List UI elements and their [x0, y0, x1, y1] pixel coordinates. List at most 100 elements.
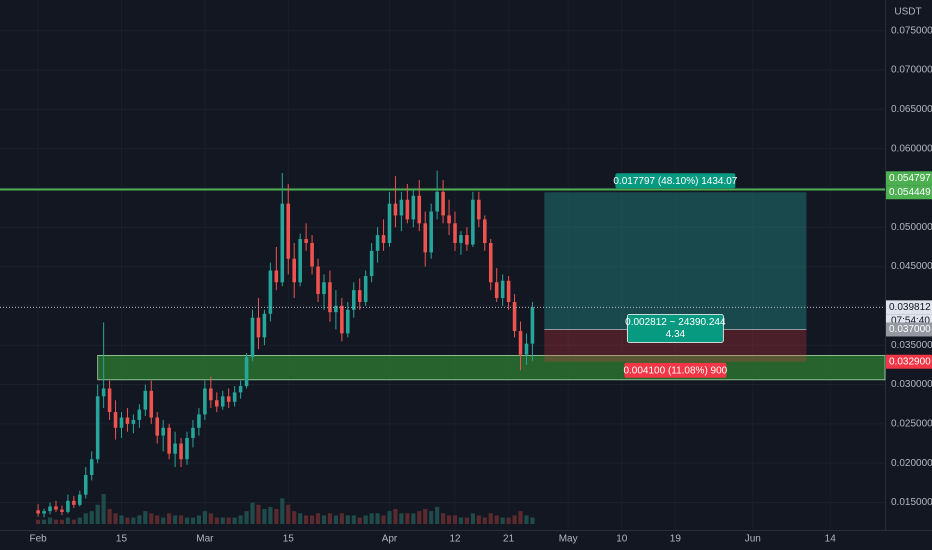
volume-bar — [309, 515, 315, 524]
x-tick-label: 12 — [449, 534, 461, 545]
volume-bar — [125, 517, 130, 524]
volume-bar — [83, 513, 88, 524]
x-tick-label: 15 — [283, 534, 295, 545]
volume-bar — [357, 517, 362, 524]
volume-bar — [452, 515, 458, 524]
candle-body — [471, 199, 475, 245]
volume-bar — [244, 511, 249, 524]
volume-bar — [59, 519, 65, 524]
price-tag-box — [886, 171, 932, 186]
y-tick-label: 0.065000 — [891, 104, 932, 115]
candle-body — [119, 417, 124, 428]
candle-body — [161, 427, 165, 436]
volume-bar — [65, 517, 70, 524]
x-tick-label: 21 — [503, 534, 515, 545]
volume-bar — [71, 519, 76, 524]
candle-body — [54, 506, 58, 510]
volume-bar — [89, 511, 94, 524]
volume-bar — [488, 513, 493, 524]
candle-body — [66, 500, 70, 512]
profit-zone — [544, 192, 807, 330]
y-tick-label: 0.075000 — [891, 25, 932, 36]
candle-body — [250, 317, 255, 358]
volume-bar — [405, 513, 410, 524]
candle-body — [280, 203, 285, 283]
candle-body — [48, 506, 52, 512]
volume-bar — [149, 513, 154, 524]
volume-bar — [202, 511, 207, 524]
candle-body — [363, 276, 368, 302]
volume-bar — [280, 498, 285, 524]
volume-bar — [155, 515, 160, 524]
volume-bar — [119, 515, 124, 524]
candle-body — [369, 250, 374, 277]
volume-bar — [36, 519, 41, 524]
x-tick-label: Feb — [29, 534, 47, 545]
candle-body — [447, 215, 451, 224]
candle-body — [512, 301, 517, 332]
candle-body — [274, 270, 279, 283]
volume-bar — [530, 517, 535, 524]
price-tag: 0.054797 — [889, 173, 931, 184]
volume-bar — [173, 515, 178, 524]
mid-label: 0.002812 ~ 24390.244 — [625, 317, 726, 328]
volume-bar — [506, 517, 511, 524]
price-tag-box — [886, 322, 932, 337]
x-tick-label: May — [559, 534, 578, 545]
volume-bar — [435, 506, 440, 524]
candle-body — [292, 258, 296, 283]
volume-bar — [226, 517, 231, 524]
candle-body — [185, 437, 189, 460]
volume-bar — [232, 517, 237, 524]
stop-label: 0.004100 (11.08%) 900 — [623, 365, 727, 376]
candle-body — [524, 343, 529, 355]
candle-body — [286, 203, 291, 259]
support-zone — [97, 355, 886, 381]
candle-body — [107, 388, 112, 413]
candle-body — [155, 417, 160, 436]
volume-bar — [494, 515, 499, 524]
candle-body — [197, 414, 201, 428]
y-tick-label: 0.015000 — [891, 497, 932, 508]
candle-body — [518, 331, 523, 355]
volume-bar — [131, 517, 136, 524]
candle-body — [95, 396, 100, 460]
x-tick-label: 19 — [670, 534, 682, 545]
candle-body — [149, 390, 154, 418]
volume-bar — [137, 515, 142, 524]
volume-bar — [524, 515, 529, 524]
candle-body — [488, 242, 493, 283]
y-tick-label: 0.050000 — [891, 222, 932, 233]
volume-bar — [95, 504, 100, 524]
candle-body — [244, 357, 249, 387]
target-label-box — [615, 173, 736, 189]
volume-bar — [446, 515, 452, 524]
volume-bar — [196, 515, 202, 524]
candle-body — [405, 199, 410, 220]
candle-body — [89, 459, 94, 475]
candle-body — [357, 290, 362, 302]
candle-body — [411, 195, 416, 220]
candle-body — [500, 280, 505, 299]
volume-bar — [411, 513, 416, 524]
volume-bar — [429, 511, 434, 524]
x-tick-label: Mar — [196, 534, 214, 545]
candle-body — [268, 270, 273, 314]
x-tick-label: 15 — [116, 534, 128, 545]
stop-label-box — [624, 362, 727, 378]
candle-body — [256, 317, 261, 338]
volume-bar — [381, 515, 386, 524]
candle-body — [113, 412, 118, 428]
candle-body — [328, 282, 332, 313]
candle-body — [465, 235, 469, 245]
volume-bar — [339, 513, 344, 524]
volume-bar — [298, 513, 303, 524]
volume-bar — [143, 511, 148, 524]
volume-bar — [500, 517, 505, 524]
volume-bar — [178, 515, 184, 524]
candle-body — [399, 199, 404, 216]
price-tag: 0.039812 — [889, 302, 931, 313]
volume-bar — [161, 517, 166, 524]
volume-bar — [441, 513, 446, 524]
